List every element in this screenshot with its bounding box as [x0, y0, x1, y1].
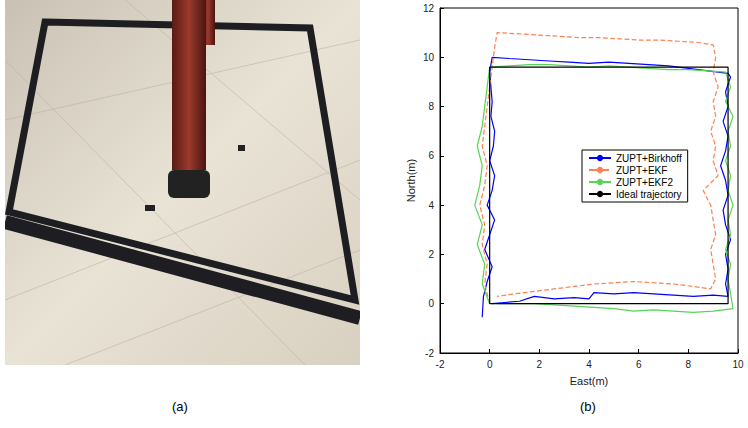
svg-text:8: 8: [428, 101, 434, 112]
svg-text:0: 0: [428, 298, 434, 309]
svg-text:-2: -2: [425, 348, 434, 359]
svg-text:(b): (b): [580, 399, 596, 414]
svg-text:0: 0: [487, 359, 493, 370]
svg-text:-2: -2: [436, 359, 445, 370]
svg-text:ZUPT+Birkhoff: ZUPT+Birkhoff: [616, 153, 682, 164]
svg-text:4: 4: [428, 200, 434, 211]
svg-text:2: 2: [537, 359, 543, 370]
svg-text:East(m): East(m): [570, 375, 609, 387]
svg-text:12: 12: [423, 3, 435, 14]
svg-text:North(m): North(m): [405, 159, 417, 202]
svg-text:ZUPT+EKF2: ZUPT+EKF2: [616, 177, 673, 188]
svg-text:Ideal trajectory: Ideal trajectory: [616, 189, 682, 200]
svg-text:6: 6: [428, 150, 434, 161]
svg-text:ZUPT+EKF: ZUPT+EKF: [616, 165, 667, 176]
svg-text:2: 2: [428, 249, 434, 260]
svg-text:10: 10: [732, 359, 744, 370]
svg-text:4: 4: [586, 359, 592, 370]
svg-text:10: 10: [423, 52, 435, 63]
svg-text:8: 8: [686, 359, 692, 370]
svg-text:6: 6: [636, 359, 642, 370]
svg-text:(a): (a): [172, 399, 188, 414]
